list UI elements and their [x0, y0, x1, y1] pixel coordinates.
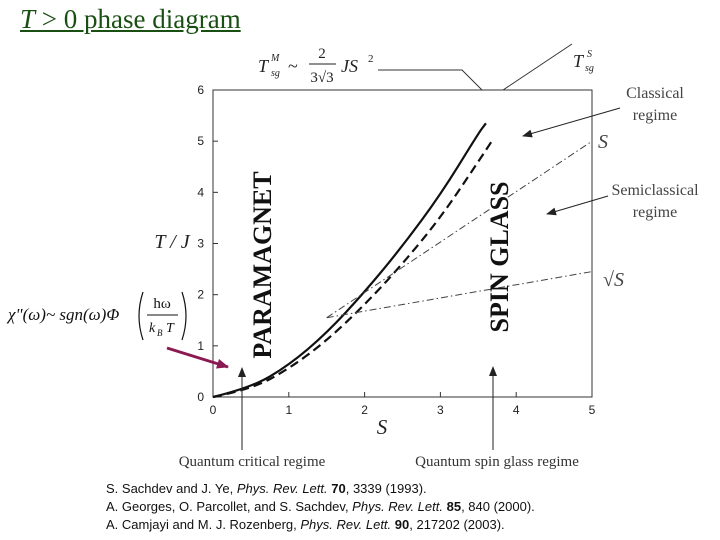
curve-dash-dot-2: [326, 140, 593, 319]
x-tick-label: 1: [285, 403, 292, 417]
x-tick-label: 2: [361, 403, 368, 417]
classical-label-2: regime: [633, 107, 677, 124]
x-tick-label: 3: [437, 403, 444, 417]
y-tick-label: 6: [197, 83, 204, 97]
chi-formula: χ"(ω)~ sgn(ω)Φ hω k B T: [6, 291, 187, 341]
curve-dash-dot-3: [326, 271, 593, 319]
curve-solid-0: [212, 122, 487, 399]
y-tick-label: 4: [197, 185, 204, 199]
quantum-critical-label: Quantum critical regime: [179, 454, 326, 470]
svg-text:B: B: [157, 328, 163, 338]
pink-arrow: [166, 346, 229, 369]
x-tick-label: 5: [589, 403, 596, 417]
semiclassical-label-2: regime: [633, 204, 677, 221]
svg-text:M: M: [270, 53, 280, 64]
quantum-spin-glass-label: Quantum spin glass regime: [415, 454, 579, 470]
y-tick-label: 5: [197, 134, 204, 148]
classical-arrow: [522, 107, 621, 138]
semiclassical-label-1: Semiclassical: [611, 182, 699, 199]
svg-text:T: T: [258, 56, 270, 76]
slide-title: T > 0 phase diagram: [20, 4, 241, 34]
svg-text:k: k: [149, 321, 156, 336]
svg-text:sg: sg: [585, 63, 594, 74]
paramagnet-label: PARAMAGNET: [248, 171, 277, 358]
svg-text:3√3: 3√3: [310, 70, 333, 86]
x-axis-label: S: [377, 415, 388, 439]
y-tick-label: 1: [197, 339, 204, 353]
y-axis-label: T / J: [154, 231, 190, 253]
reference-2: A. Georges, O. Parcollet, and S. Sachdev…: [106, 499, 535, 514]
reference-1: S. Sachdev and J. Ye, Phys. Rev. Lett. 7…: [106, 481, 427, 496]
svg-text:hω: hω: [153, 296, 171, 312]
svg-text:S: S: [587, 49, 592, 60]
curves: [212, 122, 593, 399]
classical-label-1: Classical: [626, 85, 684, 102]
tsg-s-leader: [502, 43, 573, 91]
y-tick-label: 3: [197, 237, 204, 251]
x-tick-label: 4: [513, 403, 520, 417]
x-tick-label: 0: [210, 403, 217, 417]
tsg-m-leader: [378, 69, 483, 91]
axis-ticks: 0 1 2 3 4 5 0 1 2 3 4 5 6: [197, 83, 595, 417]
svg-text:sg: sg: [271, 68, 280, 79]
curve-dashed-1: [212, 137, 495, 399]
svg-text:T: T: [573, 51, 585, 71]
svg-text:2: 2: [368, 53, 374, 65]
spin-glass-label: SPIN GLASS: [485, 182, 514, 333]
references: S. Sachdev and J. Ye, Phys. Rev. Lett. 7…: [106, 480, 535, 534]
sqrt-s-label: √S: [603, 269, 624, 291]
tsg-m-formula: T sg M ~ 2 3√3 JS 2: [258, 46, 374, 86]
y-tick-label: 0: [197, 390, 204, 404]
svg-text:2: 2: [318, 46, 326, 62]
svg-text:~: ~: [288, 56, 298, 76]
svg-text:T: T: [166, 321, 175, 336]
svg-text:χ"(ω)~ sgn(ω)Φ: χ"(ω)~ sgn(ω)Φ: [6, 305, 119, 324]
svg-text:JS: JS: [341, 56, 358, 76]
reference-3: A. Camjayi and M. J. Rozenberg, Phys. Re…: [106, 517, 505, 532]
s-curve-label: S: [598, 131, 608, 153]
tsg-s-formula: T sg S: [573, 49, 594, 74]
semiclassical-arrow: [546, 195, 609, 216]
y-tick-label: 2: [197, 288, 204, 302]
right-labels: Classical regime S Semiclassical regime …: [598, 85, 699, 291]
